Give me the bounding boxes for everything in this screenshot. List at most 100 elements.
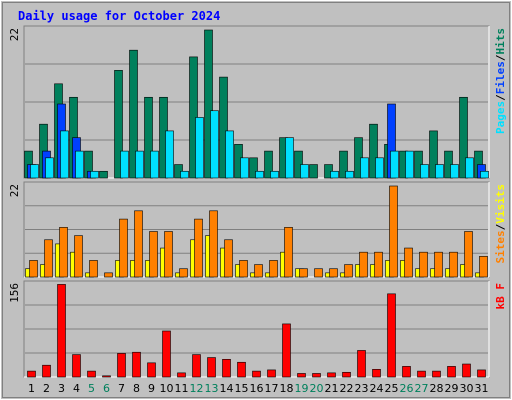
bar-kb-f: [447, 366, 456, 378]
bar-kb-f: [432, 370, 441, 378]
bar-kb-f: [192, 354, 201, 378]
bar-pages: [435, 164, 444, 179]
bar-pages: [180, 170, 189, 179]
bar-hits: [99, 170, 108, 179]
bar-kb-f: [207, 357, 216, 378]
bar-pages: [480, 170, 489, 179]
bar-pages: [165, 130, 174, 179]
x-tick-label: 16: [250, 382, 264, 395]
bar-kb-f: [117, 353, 126, 378]
bar-sites: [179, 268, 188, 278]
bar-sites: [44, 239, 53, 278]
x-tick-label: 3: [58, 382, 65, 395]
legend-item: Files: [494, 61, 507, 94]
bar-pages: [300, 164, 309, 179]
bar-pages: [390, 150, 399, 179]
bar-kb-f: [477, 369, 486, 378]
x-tick-label: 28: [430, 382, 444, 395]
legend-hits: Pages/Files/Hits: [494, 28, 507, 134]
bar-pages: [285, 137, 294, 179]
panel-visits: 22 Sites/Visits: [8, 181, 507, 278]
bar-kb-f: [327, 372, 336, 378]
y-max-label-hits: 22: [8, 28, 21, 41]
bar-sites: [74, 235, 83, 278]
bar-sites: [194, 218, 203, 278]
bar-pages: [405, 150, 414, 179]
x-tick-label: 25: [385, 382, 399, 395]
bar-sites: [269, 260, 278, 278]
bar-hits: [369, 123, 378, 179]
legend-item: Hits: [494, 28, 507, 55]
bar-kb-f: [102, 375, 111, 378]
bar-hits: [309, 164, 318, 179]
x-tick-label: 31: [475, 382, 489, 395]
bar-hits: [264, 150, 273, 179]
bar-hits: [339, 150, 348, 179]
x-tick-label: 27: [415, 382, 429, 395]
bar-hits: [129, 49, 138, 179]
x-tick-label: 23: [355, 382, 369, 395]
bar-sites: [134, 210, 143, 278]
bar-pages: [360, 157, 369, 179]
legend-item: Visits: [494, 184, 507, 224]
bar-hits: [429, 130, 438, 179]
bar-sites: [149, 231, 158, 278]
bar-sites: [344, 264, 353, 278]
legend-item: Sites: [494, 230, 507, 263]
x-tick-label: 18: [280, 382, 294, 395]
x-tick-label: 21: [325, 382, 339, 395]
legend-item: Pages: [494, 101, 507, 134]
bar-kb-f: [162, 330, 171, 378]
legend-kbytes: kB F: [494, 283, 507, 310]
bar-pages: [240, 157, 249, 179]
x-tick-label: 8: [133, 382, 140, 395]
legend-item: kB F: [494, 283, 507, 310]
bar-sites: [359, 251, 368, 278]
x-tick-label: 2: [43, 382, 50, 395]
x-tick-label: 6: [103, 382, 110, 395]
bar-sites: [314, 268, 323, 278]
bar-pages: [255, 170, 264, 179]
bar-kb-f: [282, 323, 291, 378]
bar-pages: [330, 170, 339, 179]
legend-visits: Sites/Visits: [494, 184, 507, 264]
bar-pages: [45, 157, 54, 179]
x-tick-label: 29: [445, 382, 459, 395]
x-tick-label: 22: [340, 382, 354, 395]
x-tick-label: 4: [73, 382, 80, 395]
legend-separator: /: [494, 94, 507, 101]
bar-pages: [450, 164, 459, 179]
x-tick-label: 24: [370, 382, 384, 395]
bar-hits: [249, 157, 258, 179]
bar-pages: [90, 170, 99, 179]
bar-hits: [204, 29, 213, 179]
bar-pages: [120, 150, 129, 179]
bar-kb-f: [147, 362, 156, 378]
bar-sites: [29, 260, 38, 278]
bar-pages: [210, 110, 219, 179]
bar-kb-f: [387, 293, 396, 378]
bar-hits: [114, 70, 123, 179]
bar-kb-f: [417, 370, 426, 378]
x-tick-label: 19: [295, 382, 309, 395]
bar-sites: [284, 227, 293, 278]
bar-pages: [60, 130, 69, 179]
bar-kb-f: [342, 371, 351, 378]
bar-sites: [254, 264, 263, 278]
bar-sites: [224, 239, 233, 278]
bar-kb-f: [42, 364, 51, 378]
bar-pages: [195, 117, 204, 179]
chart-title: Daily usage for October 2024: [18, 9, 220, 23]
bar-sites: [239, 260, 248, 278]
bar-sites: [299, 268, 308, 278]
x-tick-label: 7: [118, 382, 125, 395]
bar-kb-f: [222, 359, 231, 378]
legend-separator: /: [494, 223, 507, 230]
bar-sites: [374, 251, 383, 278]
panel-kbytes: 156 kB F: [8, 280, 507, 378]
y-max-label-kbytes: 156: [8, 283, 21, 303]
bar-kb-f: [27, 370, 36, 378]
bar-kb-f: [87, 370, 96, 378]
